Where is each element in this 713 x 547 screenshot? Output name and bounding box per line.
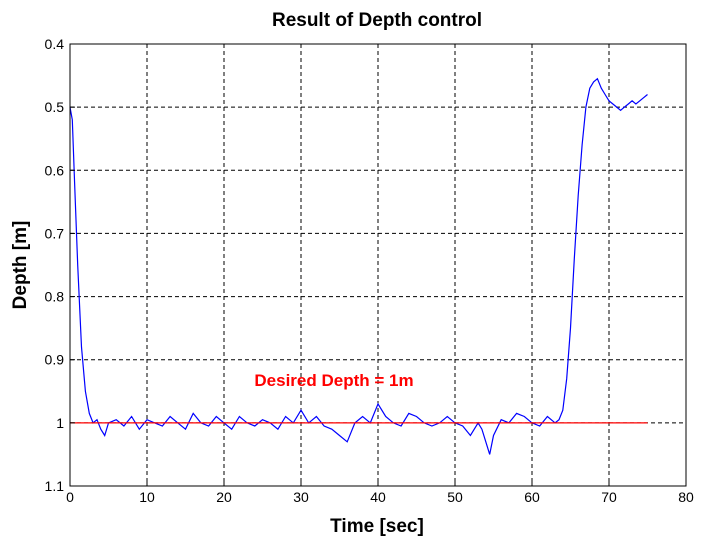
grid (70, 44, 686, 486)
y-tick-label: 0.6 (45, 162, 65, 178)
x-tick-label: 80 (678, 489, 694, 505)
y-tick-label: 1 (56, 415, 64, 431)
x-tick-label: 50 (447, 489, 463, 505)
y-tick-label: 0.8 (45, 289, 65, 305)
depth-response-line (69, 77, 648, 455)
y-tick-label: 1.1 (45, 478, 65, 494)
desired-depth-annotation: Desired Depth = 1m (254, 371, 413, 390)
ticks: 0 10 20 30 40 50 60 70 80 0.4 0.5 0.6 0.7 0.8 0.9 1 1.1 (45, 36, 694, 505)
x-tick-label: 10 (139, 489, 155, 505)
x-tick-label: 0 (66, 489, 74, 505)
x-tick-label: 20 (216, 489, 232, 505)
y-axis-label: Depth [m] (10, 221, 31, 310)
x-tick-label: 40 (370, 489, 386, 505)
x-tick-label: 70 (601, 489, 617, 505)
series-layer (69, 77, 648, 455)
y-tick-label: 0.7 (45, 225, 65, 241)
chart-title: Result of Depth control (272, 10, 482, 31)
x-tick-label: 30 (293, 489, 309, 505)
x-tick-label: 60 (524, 489, 540, 505)
x-axis-label: Time [sec] (330, 516, 424, 537)
y-tick-label: 0.9 (45, 352, 65, 368)
y-tick-label: 0.4 (45, 36, 65, 52)
y-tick-label: 0.5 (45, 99, 65, 115)
